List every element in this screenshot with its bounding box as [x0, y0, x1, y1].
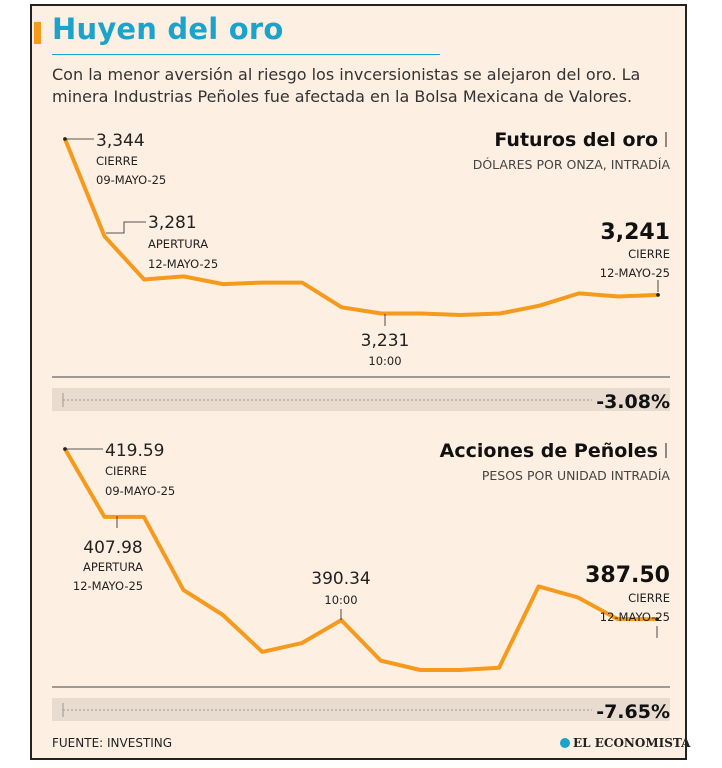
chart-penoles-annotation-3-value: 387.50	[585, 563, 670, 588]
chart-penoles-title: Acciones de Peñoles	[440, 440, 658, 462]
chart-gold-point-15	[656, 293, 660, 297]
chart-penoles-shares: Acciones de Peñoles PESOS POR UNIDAD INT…	[52, 440, 670, 723]
title-accent-bar	[34, 22, 41, 44]
chart-penoles-change-value: -7.65%	[596, 701, 670, 723]
chart-penoles-annotation-1-label: APERTURA	[83, 560, 143, 574]
chart-gold-annotation-1-date: 12-MAYO-25	[148, 257, 218, 271]
chart-gold-unit: DÓLARES POR ONZA, INTRADÍA	[473, 157, 671, 172]
infographic-frame	[30, 4, 687, 760]
chart-penoles-annotation-2-value: 390.34	[311, 569, 370, 589]
chart-penoles-annotation-0-date: 09-MAYO-25	[105, 484, 175, 498]
publisher-logo: EL ECONOMISTA	[560, 736, 690, 750]
chart-gold-futures: Futuros del oro DÓLARES POR ONZA, INTRAD…	[52, 129, 670, 413]
chart-penoles-annotation-3-date: 12-MAYO-25	[600, 610, 670, 624]
chart-gold-annotation-1-leader	[106, 221, 146, 234]
chart-penoles-annotation-0-label: CIERRE	[105, 464, 147, 478]
chart-gold-annotation-0-date: 09-MAYO-25	[96, 173, 166, 187]
chart-gold-annotation-2-label: 10:00	[368, 354, 401, 368]
title-rule	[52, 54, 440, 55]
logo-mark-icon	[560, 738, 570, 748]
chart-penoles-point-15	[655, 617, 659, 621]
chart-gold-annotation-2-value: 3,231	[361, 331, 410, 351]
source-note: FUENTE: INVESTING	[52, 736, 173, 750]
chart-penoles-annotation-0-value: 419.59	[105, 441, 164, 461]
chart-gold-annotation-1-label: APERTURA	[148, 237, 208, 251]
chart-gold-annotation-3-label: CIERRE	[628, 247, 670, 261]
chart-gold-change-value: -3.08%	[596, 391, 670, 413]
chart-penoles-annotation-3-label: CIERRE	[628, 591, 670, 605]
page-title: Huyen del oro	[52, 12, 284, 46]
chart-penoles-annotation-1-value: 407.98	[83, 538, 142, 558]
chart-penoles-unit: PESOS POR UNIDAD INTRADÍA	[482, 468, 671, 483]
chart-gold-annotation-0-value: 3,344	[96, 131, 145, 151]
chart-penoles-annotation-2-label: 10:00	[324, 593, 357, 607]
chart-penoles-annotation-1-date: 12-MAYO-25	[73, 579, 143, 593]
chart-gold-title: Futuros del oro	[494, 129, 658, 151]
publisher-logo-text: EL ECONOMISTA	[573, 736, 691, 750]
chart-gold-annotation-3-date: 12-MAYO-25	[600, 266, 670, 280]
chart-gold-annotation-0-label: CIERRE	[96, 154, 138, 168]
chart-gold-annotation-1-value: 3,281	[148, 213, 197, 233]
chart-gold-annotation-3-value: 3,241	[600, 220, 670, 245]
chart-gold-line	[63, 137, 660, 317]
chart-penoles-line	[63, 447, 659, 672]
page-subtitle: Con la menor aversión al riesgo los invc…	[52, 65, 641, 106]
